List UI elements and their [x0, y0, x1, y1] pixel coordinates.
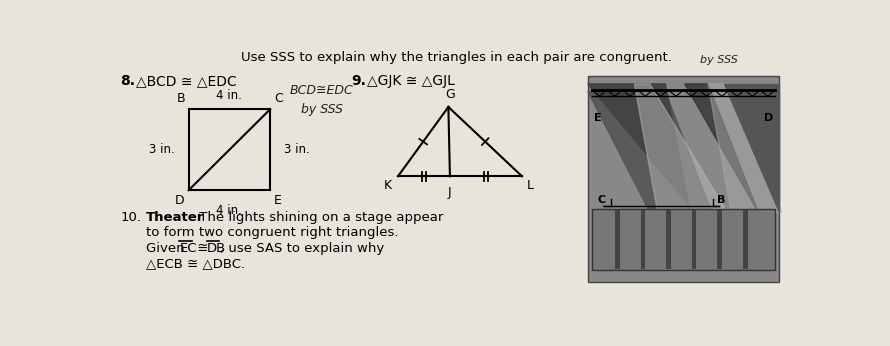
- Bar: [743, 210, 748, 269]
- Polygon shape: [724, 84, 780, 212]
- Text: to form two congruent right triangles.: to form two congruent right triangles.: [146, 226, 399, 239]
- Text: D: D: [175, 194, 185, 207]
- Polygon shape: [635, 84, 727, 212]
- Text: DB: DB: [206, 242, 226, 255]
- Bar: [592, 209, 775, 270]
- Text: B: B: [717, 195, 725, 205]
- Text: The lights shining on a stage appear: The lights shining on a stage appear: [195, 211, 443, 224]
- Polygon shape: [588, 92, 712, 212]
- Text: B: B: [176, 92, 185, 106]
- Text: △GJK ≅ △GJL: △GJK ≅ △GJL: [367, 74, 455, 88]
- Text: C: C: [274, 92, 283, 106]
- Text: △BCD ≅ △EDC: △BCD ≅ △EDC: [136, 74, 237, 88]
- Text: 8.: 8.: [120, 74, 135, 88]
- Bar: [666, 210, 671, 269]
- Bar: [717, 210, 722, 269]
- Text: L: L: [527, 179, 534, 192]
- Bar: [588, 76, 780, 282]
- Text: Given: Given: [146, 242, 189, 255]
- Polygon shape: [588, 84, 689, 205]
- Text: 9.: 9.: [352, 74, 367, 88]
- Text: BCD≅EDC: BCD≅EDC: [289, 84, 353, 97]
- Text: △ECB ≅ △DBC.: △ECB ≅ △DBC.: [146, 257, 246, 270]
- Text: G: G: [445, 88, 455, 101]
- Text: K: K: [384, 179, 392, 192]
- Text: 4 in.: 4 in.: [216, 204, 242, 217]
- Text: C: C: [597, 195, 605, 205]
- Text: EC: EC: [180, 242, 197, 255]
- Text: Use SSS to explain why the triangles in each pair are congruent.: Use SSS to explain why the triangles in …: [240, 51, 672, 64]
- Text: by SSS: by SSS: [301, 103, 343, 116]
- Text: ≅: ≅: [192, 242, 212, 255]
- Bar: [615, 210, 619, 269]
- Text: , use SAS to explain why: , use SAS to explain why: [220, 242, 384, 255]
- Text: 3 in.: 3 in.: [149, 143, 174, 156]
- Text: E: E: [595, 113, 602, 123]
- Text: E: E: [274, 194, 282, 207]
- Text: D: D: [764, 113, 773, 123]
- Text: 10.: 10.: [120, 211, 142, 224]
- Text: Theater: Theater: [146, 211, 205, 224]
- Bar: [641, 210, 645, 269]
- Text: by SSS: by SSS: [700, 55, 738, 65]
- Polygon shape: [708, 84, 781, 212]
- Polygon shape: [684, 84, 758, 212]
- Bar: [692, 210, 696, 269]
- Text: 3 in.: 3 in.: [284, 143, 310, 156]
- Text: J: J: [448, 185, 452, 199]
- Text: 4 in.: 4 in.: [216, 89, 242, 102]
